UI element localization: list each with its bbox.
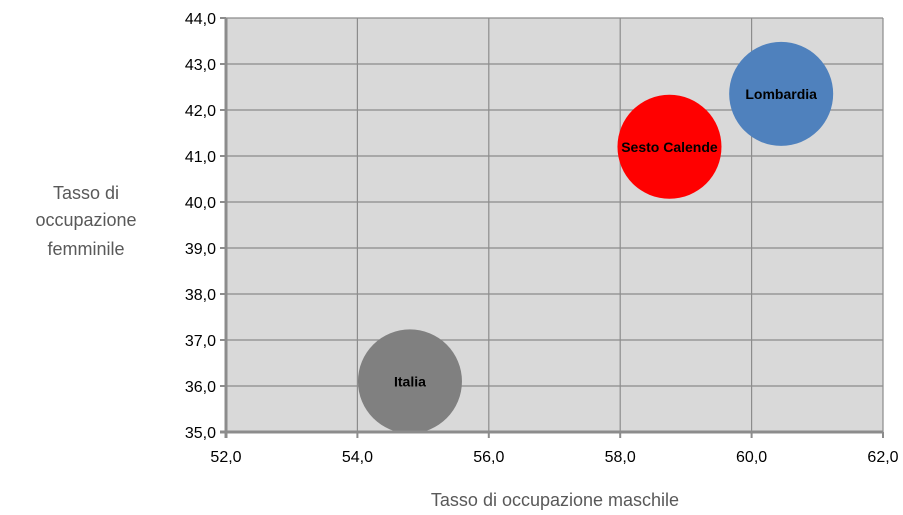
bubble-label: Lombardia [745, 86, 817, 102]
y-tick-label: 36,0 [185, 379, 216, 396]
x-tick-label: 54,0 [342, 449, 373, 466]
x-tick-label: 52,0 [210, 449, 241, 466]
bubbles: Italia Sesto Calende Lombardia [357, 41, 834, 434]
y-tick-label: 43,0 [185, 57, 216, 74]
y-tick-label: 35,0 [185, 425, 216, 442]
x-tick-label: 60,0 [736, 449, 767, 466]
y-axis-title-line: Tasso di [53, 183, 119, 203]
bubble-italia [357, 329, 462, 434]
tick-labels: 35,0 36,0 37,0 38,0 39,0 40,0 41,0 42,0 43,0 44,0… [185, 11, 899, 466]
y-axis-title-line: occupazione [35, 210, 136, 230]
y-axis-title-line: femminile [47, 239, 124, 259]
y-tick-label: 38,0 [185, 287, 216, 304]
horizontal-gridlines [226, 17, 883, 433]
bubble-label: Italia [394, 373, 426, 389]
x-axis-title: Tasso di occupazione maschile [431, 490, 679, 510]
y-tick-label: 37,0 [185, 333, 216, 350]
y-tick-label: 44,0 [185, 11, 216, 28]
x-tick-label: 56,0 [473, 449, 504, 466]
y-tick-label: 39,0 [185, 241, 216, 258]
bubble-label: Sesto Calende [621, 139, 718, 155]
x-tick-label: 58,0 [605, 449, 636, 466]
y-axis-title: Tasso di occupazione femminile [35, 183, 136, 259]
bubble-sesto-calende [617, 94, 722, 199]
y-tick-label: 40,0 [185, 195, 216, 212]
y-tick-label: 42,0 [185, 103, 216, 120]
x-tick-label: 62,0 [867, 449, 898, 466]
axes [220, 17, 884, 438]
bubble-lombardia [729, 41, 834, 146]
y-tick-label: 41,0 [185, 149, 216, 166]
